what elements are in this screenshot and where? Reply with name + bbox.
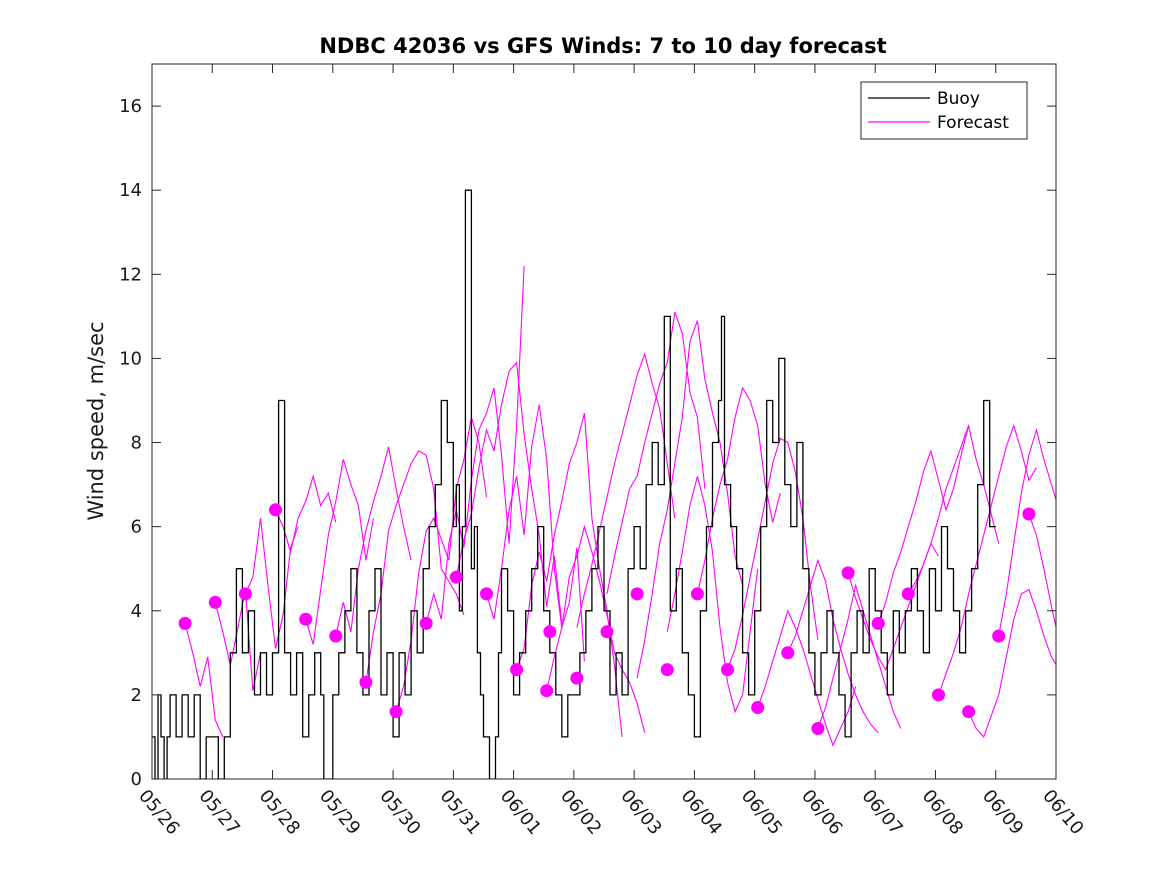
forecast-marker-13 xyxy=(543,625,557,639)
y-tick-label: 2 xyxy=(131,685,142,706)
forecast-marker-2 xyxy=(238,587,252,601)
x-tick-label: 05/26 xyxy=(134,786,183,839)
forecast-line-27 xyxy=(998,427,1056,637)
forecast-marker-14 xyxy=(570,671,584,685)
forecast-marker-4 xyxy=(299,612,313,626)
forecast-line-25 xyxy=(937,423,1037,696)
forecast-line-9 xyxy=(455,361,563,624)
forecast-marker-6 xyxy=(359,675,373,689)
plot-frame xyxy=(151,63,1057,780)
forecast-marker-28 xyxy=(992,629,1006,643)
forecast-marker-10 xyxy=(480,587,493,601)
forecast-marker-1 xyxy=(208,595,222,609)
y-tick-label: 6 xyxy=(131,517,142,538)
x-tick-label: 05/27 xyxy=(194,786,243,839)
x-tick-label: 06/05 xyxy=(737,786,786,839)
forecast-line-23 xyxy=(877,425,970,624)
y-tick-label: 8 xyxy=(131,433,142,454)
forecast-marker-29 xyxy=(1022,507,1036,521)
chart-title: NDBC 42036 vs GFS Winds: 7 to 10 day for… xyxy=(319,34,886,58)
forecast-line-1 xyxy=(214,589,262,691)
forecast-line-2 xyxy=(244,518,299,649)
forecast-marker-16 xyxy=(630,587,644,601)
forecast-line-11 xyxy=(516,412,623,737)
forecast-marker-18 xyxy=(690,587,704,601)
forecast-line-26 xyxy=(968,588,1056,738)
y-axis-ticks: 0 2 4 6 8 10 12 14 16 xyxy=(119,96,1056,790)
x-tick-label: 05/28 xyxy=(255,786,304,839)
x-tick-label: 06/10 xyxy=(1038,786,1087,839)
forecast-marker-26 xyxy=(932,688,945,702)
y-tick-label: 14 xyxy=(119,180,142,201)
forecast-line-8 xyxy=(425,265,525,624)
legend-buoy-label: Buoy xyxy=(937,89,980,109)
x-tick-label: 06/01 xyxy=(496,786,545,839)
forecast-line-28 xyxy=(1028,513,1056,630)
forecast-marker-22 xyxy=(811,722,825,735)
x-axis-ticks: 05/26 05/27 05/28 05/29 05/30 05/31 06/01 06/02… xyxy=(134,64,1088,839)
x-tick-label: 06/08 xyxy=(918,786,967,839)
forecast-line-13 xyxy=(576,352,676,628)
forecast-marker-8 xyxy=(419,616,433,630)
forecast-marker-7 xyxy=(389,705,403,719)
forecast-marker-21 xyxy=(781,646,795,660)
forecast-line-10 xyxy=(485,404,585,662)
y-tick-label: 12 xyxy=(119,264,142,285)
plot-area xyxy=(151,63,1057,780)
legend-forecast-label: Forecast xyxy=(937,113,1009,133)
x-tick-label: 06/02 xyxy=(556,786,605,839)
x-tick-label: 06/04 xyxy=(677,786,726,839)
forecast-marker-17 xyxy=(660,663,674,677)
forecast-marker-19 xyxy=(721,663,734,677)
x-tick-label: 06/07 xyxy=(857,786,906,839)
forecast-line-4 xyxy=(305,459,375,645)
forecast-marker-27 xyxy=(962,705,976,719)
y-tick-label: 16 xyxy=(119,96,142,117)
forecast-marker-20 xyxy=(751,701,765,714)
y-tick-label: 4 xyxy=(131,601,142,622)
forecast-marker-5 xyxy=(329,629,343,643)
forecast-line-16 xyxy=(666,476,759,714)
forecast-line-18 xyxy=(726,437,819,670)
forecast-marker-15 xyxy=(600,625,614,639)
forecast-marker-25 xyxy=(901,587,915,601)
forecast-marker-3 xyxy=(269,503,282,517)
forecast-line-5 xyxy=(335,446,412,637)
x-tick-label: 05/30 xyxy=(375,786,424,839)
forecast-line-14 xyxy=(606,311,706,595)
forecast-line-17 xyxy=(696,386,781,595)
forecast-line-19 xyxy=(757,609,857,747)
y-axis-label: Wind speed, m/sec xyxy=(84,321,108,520)
forecast-line-0 xyxy=(184,623,224,738)
x-tick-label: 06/03 xyxy=(616,786,665,839)
y-tick-label: 10 xyxy=(119,348,142,369)
forecast-line-3 xyxy=(274,474,337,555)
x-tick-label: 05/29 xyxy=(315,786,364,839)
forecast-marker-0 xyxy=(178,616,192,630)
legend: Buoy Forecast xyxy=(860,81,1028,140)
x-tick-label: 06/06 xyxy=(797,786,846,839)
legend-box xyxy=(860,81,1028,140)
forecast-marker-12 xyxy=(540,684,554,698)
y-tick-label: 0 xyxy=(131,769,142,790)
buoy-line xyxy=(152,189,996,779)
x-tick-label: 06/09 xyxy=(978,786,1027,839)
forecast-marker-11 xyxy=(510,663,524,677)
forecast-line-6 xyxy=(365,450,465,683)
forecast-marker-9 xyxy=(449,570,463,584)
forecast-line-15 xyxy=(636,320,744,679)
x-tick-label: 05/31 xyxy=(436,786,485,839)
forecast-marker-24 xyxy=(871,616,885,630)
forecast-marker-23 xyxy=(841,566,855,580)
